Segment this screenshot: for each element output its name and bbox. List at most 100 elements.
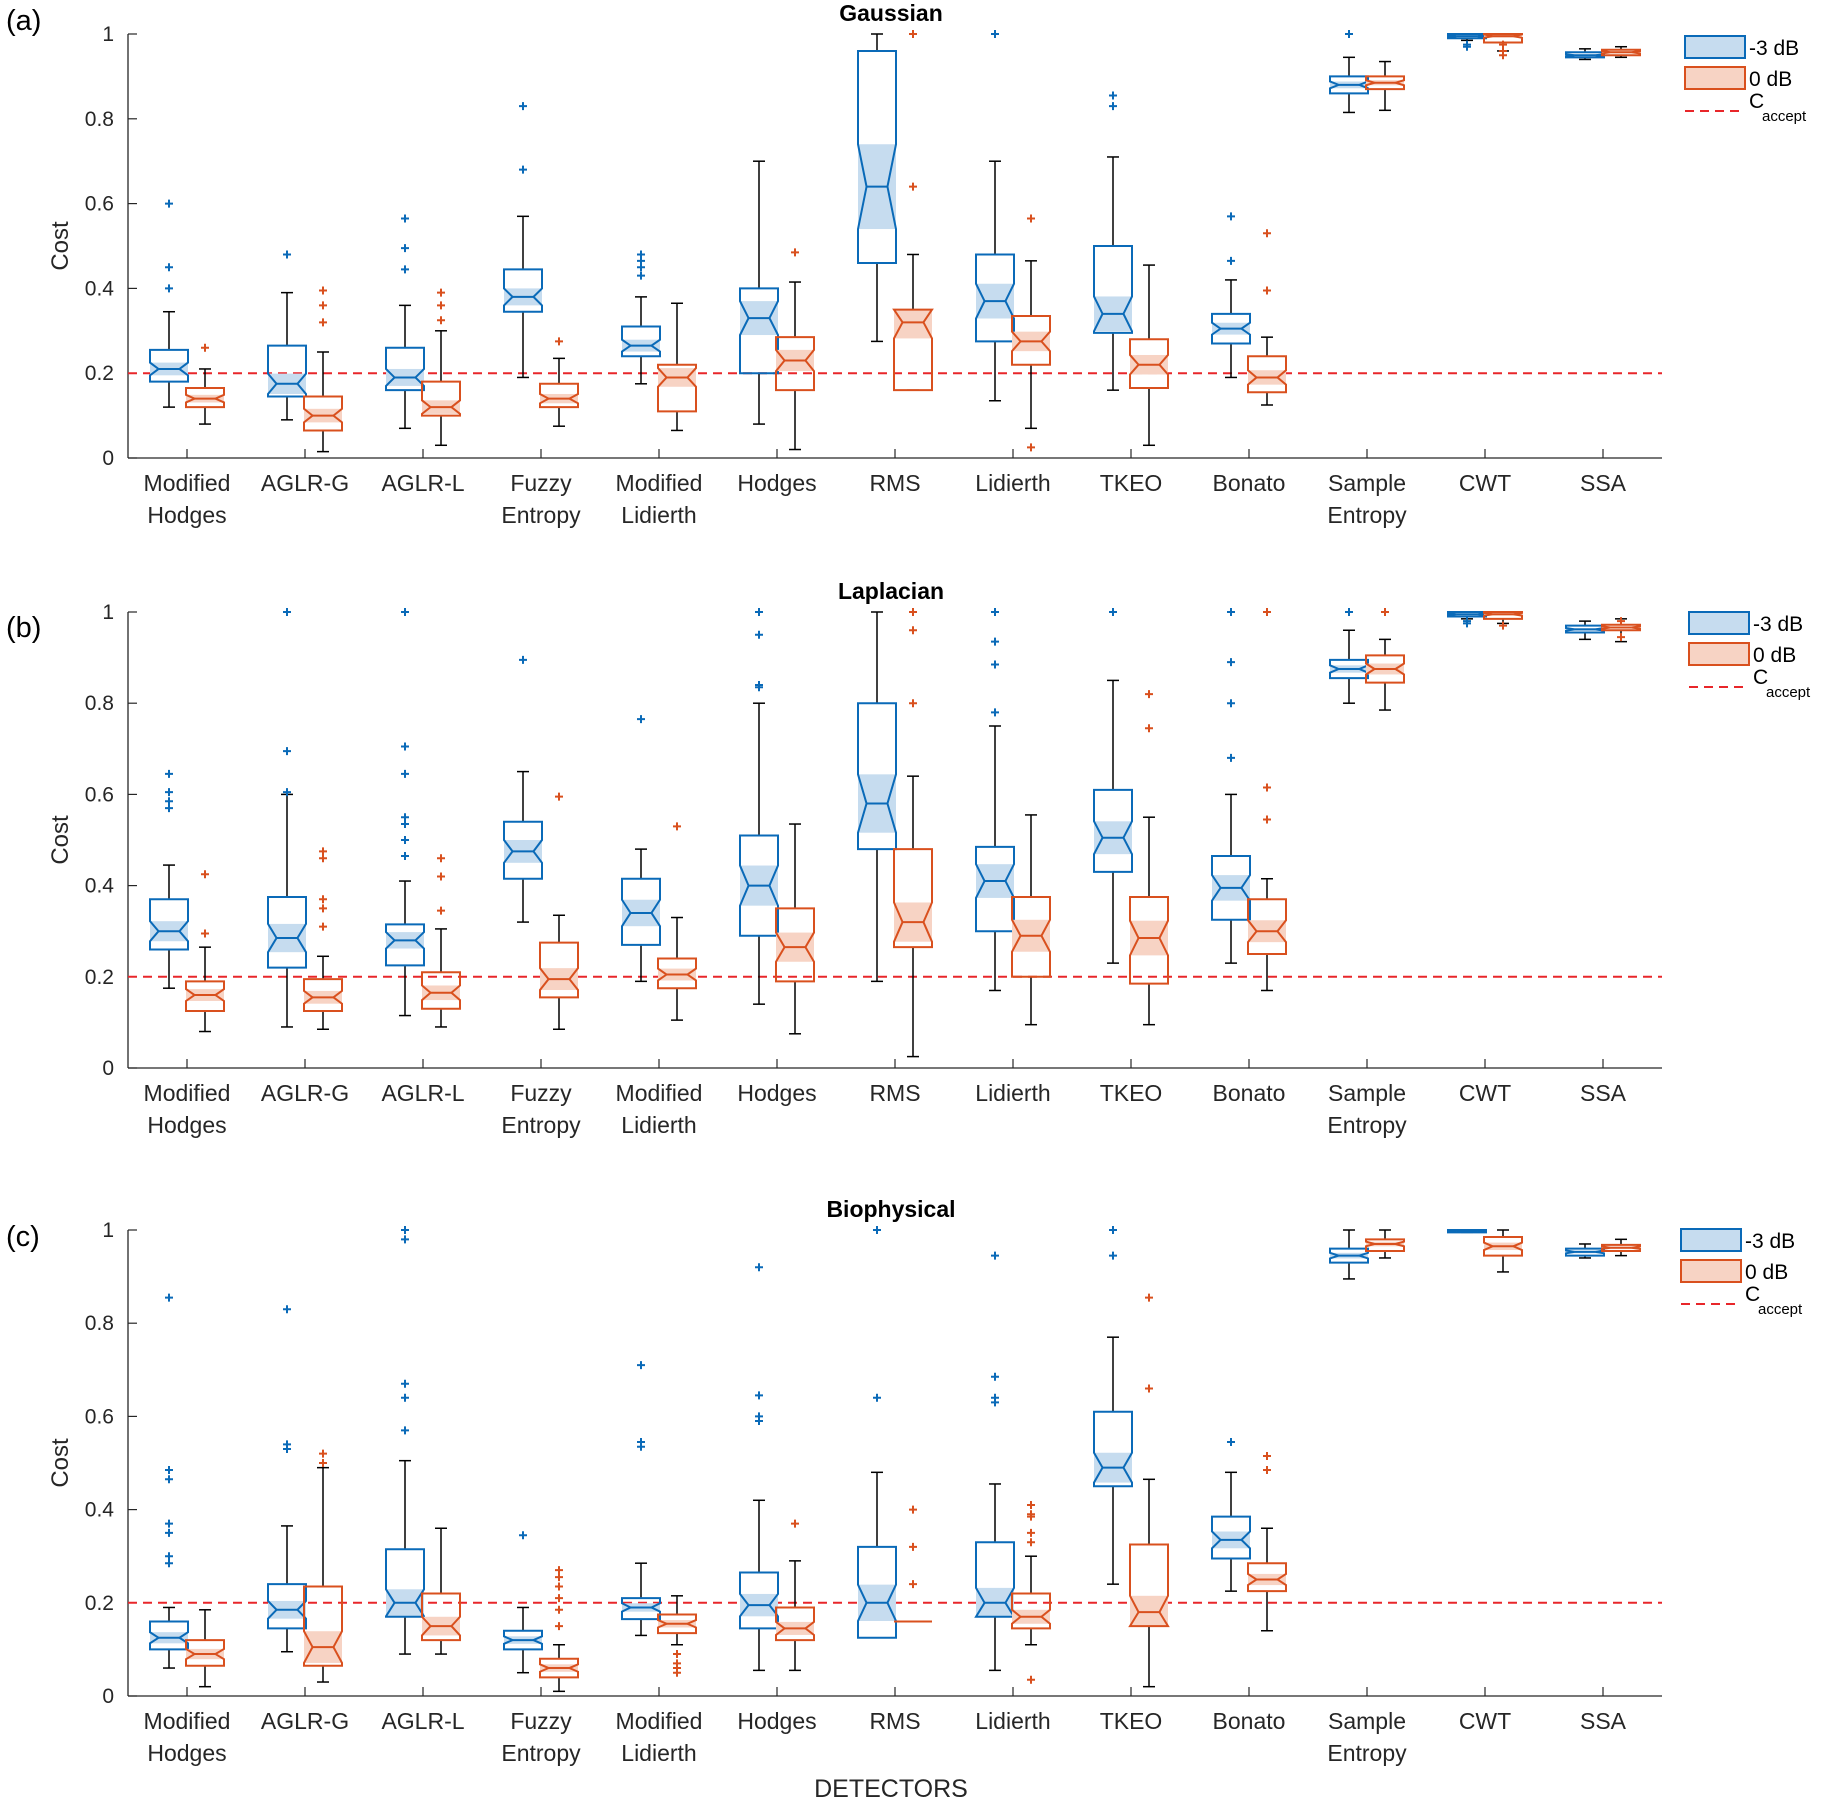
- legend-label-subscript: accept: [1762, 108, 1807, 125]
- outlier-point: [673, 822, 681, 831]
- box-plot: [185, 343, 225, 425]
- box: [1129, 338, 1169, 390]
- outlier-point: [1617, 633, 1625, 642]
- box: [503, 268, 543, 313]
- box-plot: [1329, 608, 1369, 704]
- box: [1093, 245, 1133, 334]
- x-tick-label: Lidierth: [975, 1080, 1050, 1106]
- outlier-point: [283, 1445, 291, 1454]
- outlier-point: [555, 1582, 563, 1591]
- outlier-point: [991, 608, 999, 616]
- outlier-point: [165, 263, 173, 272]
- outlier-point: [401, 769, 409, 778]
- x-tick-label: Modified: [616, 1080, 703, 1106]
- box-plot: [1093, 1226, 1133, 1585]
- legend-swatch-0db: [1684, 66, 1746, 90]
- box-plot: [267, 250, 307, 421]
- outlier-point: [555, 1573, 563, 1582]
- outlier-point: [165, 769, 173, 778]
- x-tick-label: Bonato: [1213, 1708, 1286, 1734]
- x-tick-label: Fuzzy: [510, 1708, 572, 1734]
- outlier-point: [1499, 51, 1507, 60]
- panel-title: Laplacian: [838, 578, 944, 604]
- chart-panel: 0 0.2 0.4 0.6 0.8 1 Cost Biophysical (c) Modified…: [6, 1196, 1803, 1766]
- outlier-point: [401, 608, 409, 616]
- y-tick-label: 0: [102, 447, 114, 470]
- outlier-point: [755, 608, 763, 616]
- outlier-point: [519, 1531, 527, 1540]
- box-plot: [539, 1566, 579, 1693]
- outlier-point: [1617, 617, 1625, 626]
- x-tick-label: Modified: [144, 1708, 231, 1734]
- box-plot: [974, 1251, 1016, 1672]
- outlier-point: [319, 1459, 327, 1467]
- x-tick-label: Sample: [1328, 470, 1406, 496]
- box: [1211, 1515, 1251, 1560]
- box-plot: [975, 608, 1015, 992]
- outlier-point: [519, 102, 527, 111]
- y-tick-label: 0.6: [85, 193, 114, 216]
- box: [1128, 1543, 1170, 1628]
- y-tick-label: 0.2: [85, 966, 114, 989]
- outlier-point: [165, 804, 173, 813]
- x-tick-label: Fuzzy: [510, 470, 572, 496]
- box: [657, 957, 697, 990]
- legend-label: -3 dB: [1753, 613, 1803, 636]
- box-plot: [303, 847, 343, 1030]
- box-plot: [1011, 814, 1051, 1026]
- outlier-point: [1027, 1500, 1035, 1509]
- legend-label: 0 dB: [1749, 68, 1792, 91]
- box-plot: [1447, 611, 1487, 628]
- box-plot: [1011, 1500, 1051, 1684]
- x-tick-label: Hodges: [147, 1112, 226, 1138]
- box-plot: [621, 250, 661, 385]
- y-tick-label: 0.4: [85, 875, 115, 898]
- box-plot: [1211, 608, 1251, 964]
- box: [1247, 355, 1287, 394]
- outlier-point: [991, 637, 999, 646]
- box-plot: [539, 792, 579, 1030]
- outlier-point: [165, 1475, 173, 1484]
- outlier-point: [1227, 658, 1235, 667]
- box-plot: [149, 769, 189, 989]
- box-plot: [1247, 229, 1287, 406]
- x-tick-label: TKEO: [1100, 470, 1163, 496]
- box-plot: [149, 199, 189, 408]
- legend-label: -3 dB: [1745, 1230, 1795, 1253]
- notch-shade: [1130, 1595, 1168, 1627]
- x-tick-label: Hodges: [737, 470, 816, 496]
- outlier-point: [555, 1594, 563, 1603]
- box-plot: [149, 1293, 189, 1669]
- box-plot: [267, 1305, 307, 1653]
- outlier-point: [1263, 815, 1271, 824]
- x-tick-label: Lidierth: [975, 1708, 1050, 1734]
- outlier-point: [1263, 286, 1271, 295]
- box-plot: [775, 248, 815, 451]
- outlier-point: [401, 813, 409, 822]
- box: [775, 907, 815, 983]
- outlier-point: [319, 1449, 327, 1458]
- y-tick-label: 0.2: [85, 362, 114, 385]
- box: [1011, 1592, 1051, 1630]
- outlier-point: [401, 1393, 409, 1402]
- x-tick-label: AGLR-G: [261, 470, 349, 496]
- box: [1483, 33, 1523, 44]
- legend-swatch-neg3db: [1680, 1228, 1742, 1252]
- box-plot: [893, 608, 933, 1058]
- outlier-point: [909, 608, 917, 616]
- outlier-point: [909, 182, 917, 191]
- box-plot: [857, 611, 897, 983]
- box: [1601, 1243, 1641, 1252]
- x-tick-label: SSA: [1580, 1708, 1627, 1734]
- outlier-point: [401, 1379, 409, 1388]
- box: [621, 1597, 661, 1621]
- outlier-point: [1227, 256, 1235, 265]
- box-plot: [1565, 620, 1605, 641]
- outlier-point: [437, 906, 445, 915]
- legend-label-subscript: accept: [1766, 684, 1811, 701]
- box: [385, 923, 425, 967]
- box-plot: [1565, 1243, 1605, 1259]
- x-tick-label: AGLR-L: [381, 1080, 464, 1106]
